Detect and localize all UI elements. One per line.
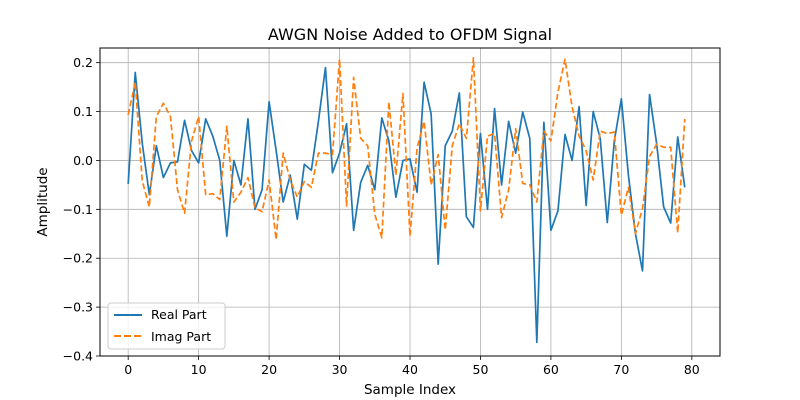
x-tick-label: 70 — [613, 362, 629, 377]
chart-title: AWGN Noise Added to OFDM Signal — [268, 25, 552, 44]
x-axis-ticks: 0 10 20 30 40 50 60 70 80 — [124, 356, 700, 377]
x-tick-label: 10 — [191, 362, 207, 377]
x-tick-label: 80 — [684, 362, 700, 377]
y-tick-label: −0.4 — [63, 349, 93, 364]
x-tick-label: 40 — [402, 362, 418, 377]
x-tick-label: 50 — [473, 362, 489, 377]
y-tick-label: −0.1 — [63, 202, 93, 217]
y-tick-label: −0.3 — [63, 300, 93, 315]
x-tick-label: 0 — [124, 362, 132, 377]
y-tick-label: −0.2 — [63, 251, 93, 266]
x-tick-label: 20 — [261, 362, 277, 377]
y-axis-label: Amplitude — [35, 167, 51, 236]
x-axis-label: Sample Index — [364, 382, 456, 398]
series-line-imag — [127, 56, 686, 241]
x-tick-label: 60 — [543, 362, 559, 377]
plot-series — [127, 56, 686, 344]
x-tick-label: 30 — [332, 362, 348, 377]
legend: Real Part Imag Part — [107, 302, 226, 350]
y-tick-label: 0.0 — [73, 153, 93, 168]
legend-label-real: Real Part — [151, 307, 207, 322]
y-tick-label: 0.1 — [73, 104, 93, 119]
y-tick-label: 0.2 — [73, 55, 93, 70]
legend-label-imag: Imag Part — [151, 329, 211, 344]
y-axis-ticks: −0.4 −0.3 −0.2 −0.1 0.0 0.1 0.2 — [63, 55, 100, 364]
